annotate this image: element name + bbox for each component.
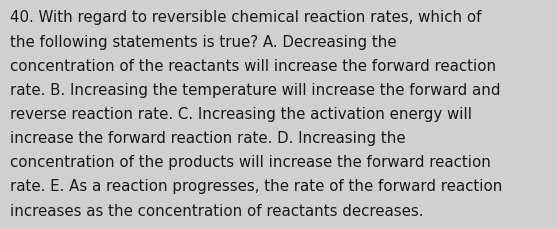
Text: rate. E. As a reaction progresses, the rate of the forward reaction: rate. E. As a reaction progresses, the r…	[10, 179, 502, 194]
Text: the following statements is true? A. Decreasing the: the following statements is true? A. Dec…	[10, 34, 397, 49]
Text: concentration of the products will increase the forward reaction: concentration of the products will incre…	[10, 155, 491, 169]
Text: increase the forward reaction rate. D. Increasing the: increase the forward reaction rate. D. I…	[10, 131, 406, 145]
Text: reverse reaction rate. C. Increasing the activation energy will: reverse reaction rate. C. Increasing the…	[10, 106, 472, 121]
Text: rate. B. Increasing the temperature will increase the forward and: rate. B. Increasing the temperature will…	[10, 82, 501, 97]
Text: increases as the concentration of reactants decreases.: increases as the concentration of reacta…	[10, 203, 424, 218]
Text: 40. With regard to reversible chemical reaction rates, which of: 40. With regard to reversible chemical r…	[10, 10, 482, 25]
Text: concentration of the reactants will increase the forward reaction: concentration of the reactants will incr…	[10, 58, 496, 73]
